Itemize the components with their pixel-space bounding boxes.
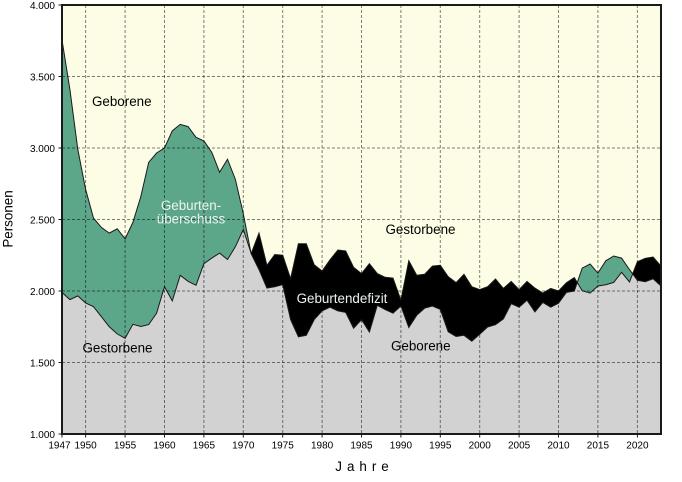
svg-text:4.000: 4.000	[30, 1, 55, 12]
svg-text:Geborene: Geborene	[92, 94, 152, 109]
svg-text:1.000: 1.000	[30, 430, 55, 441]
svg-text:Personen: Personen	[1, 190, 16, 247]
svg-text:1965: 1965	[193, 441, 216, 452]
svg-text:1985: 1985	[350, 441, 373, 452]
svg-text:1995: 1995	[429, 441, 452, 452]
svg-text:überschuss: überschuss	[157, 212, 226, 227]
svg-text:2010: 2010	[547, 441, 570, 452]
svg-text:Geburtendefizit: Geburtendefizit	[297, 291, 388, 306]
svg-text:1975: 1975	[272, 441, 295, 452]
svg-text:1947: 1947	[48, 441, 71, 452]
svg-text:1980: 1980	[311, 441, 334, 452]
svg-text:Jahre: Jahre	[335, 459, 394, 474]
svg-text:2015: 2015	[587, 441, 610, 452]
svg-text:3.000: 3.000	[30, 144, 55, 155]
svg-text:1.500: 1.500	[30, 359, 55, 370]
svg-text:1970: 1970	[232, 441, 255, 452]
svg-text:1950: 1950	[74, 441, 97, 452]
svg-text:2020: 2020	[626, 441, 649, 452]
svg-text:Geborene: Geborene	[391, 339, 451, 354]
svg-text:2005: 2005	[508, 441, 531, 452]
svg-text:1955: 1955	[114, 441, 137, 452]
svg-text:Gestorbene: Gestorbene	[386, 222, 456, 237]
svg-text:2.000: 2.000	[30, 287, 55, 298]
svg-text:3.500: 3.500	[30, 73, 55, 84]
svg-text:1990: 1990	[390, 441, 413, 452]
svg-text:2000: 2000	[469, 441, 492, 452]
svg-text:2.500: 2.500	[30, 216, 55, 227]
svg-text:Geburten-: Geburten-	[161, 198, 221, 213]
svg-text:1960: 1960	[153, 441, 176, 452]
svg-text:Gestorbene: Gestorbene	[83, 341, 153, 356]
